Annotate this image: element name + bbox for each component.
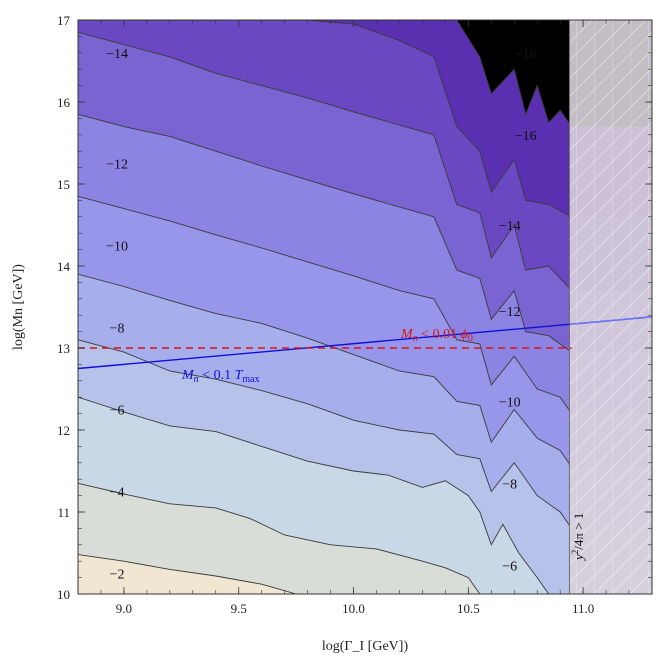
contour-line-4 [78,273,572,468]
contour-line-6 [78,113,572,353]
contour-label-10: −12 [499,305,521,320]
y-tick-label: 13 [57,341,70,356]
contour-line-9 [456,20,572,127]
contour-label-12: −8 [502,477,517,492]
contour-line-7 [78,31,572,291]
contour-lines [78,20,572,594]
contour-bands [78,20,652,594]
x-tick-label: 9.0 [116,601,132,616]
y-tick-label: 10 [57,587,70,602]
contour-label-1: −4 [110,486,125,501]
contour-line-5 [78,195,572,414]
constraint-lines [78,316,652,370]
y-tick-label: 12 [57,423,70,438]
y-tick-label: 17 [57,13,71,28]
x-tick-label: 10.0 [342,601,365,616]
phi-annotation: Mn < 0.01 ϕ0 [400,327,473,344]
tmax-line-faded [569,316,652,325]
contour-labels: −2 −4 −6 −8 −10 −12 −14 −18 −16 −14 −12 −10 −8 −6 [106,47,537,583]
y-tick-label: 16 [57,95,71,110]
x-tick-label: 11.0 [572,601,594,616]
tmax-line [78,316,652,370]
contour-label-11: −10 [499,395,521,410]
contour-line-8 [307,20,572,218]
x-axis-label: log(Γ_I [GeV]) [322,639,409,654]
y-tick-label: 15 [57,177,70,192]
contour-label-13: −6 [502,559,517,574]
contour-label-4: −10 [106,240,128,255]
y-tick-label: 11 [57,505,70,520]
excluded-hatch [569,20,652,594]
contour-line-2 [78,396,550,594]
excluded-region-label: y2/4π > 1 [570,513,586,562]
tmax-annotation: Mn < 0.1 Tmax [181,368,260,385]
contour-label-0: −2 [110,568,125,583]
contour-label-5: −12 [106,158,128,173]
contour-label-2: −6 [110,404,125,419]
y-axis-label: log(Mn [GeV]) [11,264,26,350]
contour-line-0 [78,554,297,594]
axis-ticks: 9.0 9.5 10.0 10.5 11.0 10 11 12 13 14 15 16 17 [57,13,653,616]
contour-label-8: −16 [515,129,537,144]
contour-label-6: −14 [106,47,128,62]
contour-label-7: −18 [515,47,537,62]
plot-frame [77,19,653,595]
contour-label-9: −14 [499,219,521,234]
contour-line-3 [78,339,572,529]
contour-label-3: −8 [110,322,125,337]
x-tick-label: 9.5 [231,601,247,616]
excluded-region [568,20,652,594]
x-tick-label: 10.5 [457,601,480,616]
contour-line-1 [78,482,481,594]
y-tick-label: 14 [57,259,71,274]
